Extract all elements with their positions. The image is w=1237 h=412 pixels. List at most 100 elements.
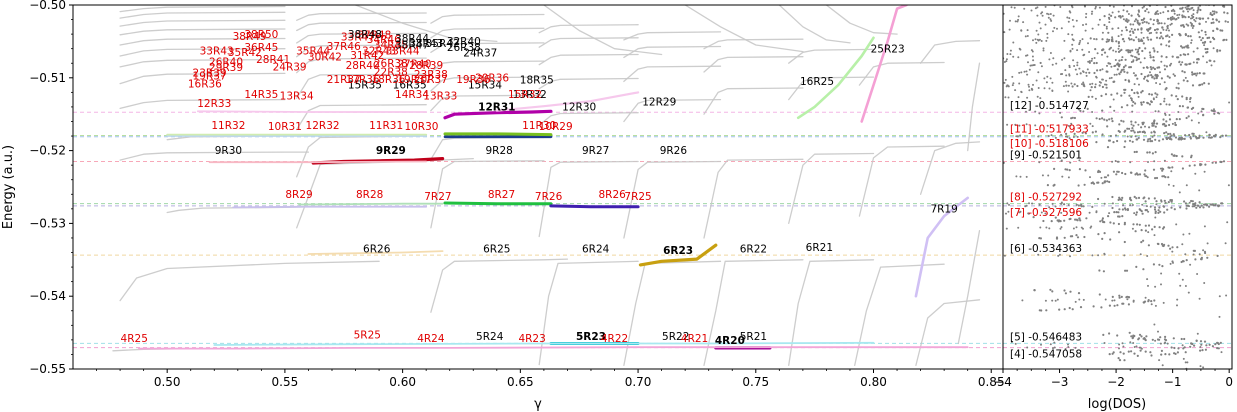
- dos-point: [1126, 135, 1129, 138]
- dos-point: [1143, 20, 1146, 23]
- dos-point: [1175, 223, 1178, 226]
- dos-point: [1210, 109, 1213, 112]
- series-line-12: [298, 202, 444, 206]
- dos-point: [1087, 95, 1090, 98]
- dos-point: [1057, 254, 1060, 257]
- series-line-27: [119, 98, 286, 110]
- dos-point: [1158, 226, 1161, 229]
- dos-point: [1050, 134, 1053, 137]
- dos-point: [1117, 198, 1120, 201]
- dos-point: [1026, 29, 1029, 32]
- dos-point: [1179, 54, 1182, 57]
- dos-point: [1145, 21, 1148, 24]
- dos-point: [1187, 10, 1189, 13]
- dos-point: [1153, 120, 1156, 123]
- dos-point: [1133, 346, 1136, 348]
- dos-point: [1139, 349, 1142, 352]
- dos-point: [1039, 97, 1042, 100]
- dos-point: [1144, 169, 1147, 172]
- dos-point: [1112, 222, 1115, 225]
- dos-point: [1135, 59, 1138, 62]
- dos-point: [1071, 43, 1074, 46]
- dos-point: [1006, 123, 1009, 126]
- dos-point: [1140, 31, 1143, 34]
- dos-point: [1123, 70, 1126, 73]
- series-line-39: [296, 73, 427, 99]
- state-label-3: 5R23: [576, 331, 606, 343]
- dos-point: [1198, 206, 1202, 209]
- dos-point: [1078, 43, 1081, 46]
- dos-point: [1142, 337, 1145, 340]
- dos-point: [1218, 204, 1221, 207]
- dos-point: [1189, 345, 1192, 348]
- dos-point: [1180, 24, 1183, 27]
- dos-point: [1168, 114, 1171, 116]
- dos-point: [1063, 289, 1066, 292]
- dos-point: [1171, 250, 1174, 253]
- dos-point: [1028, 202, 1030, 205]
- dos-point: [1147, 138, 1150, 141]
- dos-point: [1085, 217, 1088, 220]
- dos-point: [1214, 161, 1217, 164]
- dos-point: [1134, 48, 1137, 51]
- dos-point: [1129, 30, 1132, 33]
- dos-point: [1135, 172, 1138, 175]
- series-line-79: [915, 299, 981, 367]
- dos-point: [1131, 110, 1134, 113]
- dos-point: [1086, 107, 1089, 110]
- dos-point: [1154, 138, 1157, 141]
- dos-point: [1181, 61, 1184, 64]
- dos-point: [1200, 39, 1203, 42]
- dos-point: [1126, 208, 1129, 211]
- series-line-43: [296, 21, 427, 32]
- dos-point: [1152, 56, 1155, 59]
- dos-point: [1153, 134, 1156, 137]
- dos-point: [1012, 82, 1015, 85]
- dos-point: [1140, 72, 1143, 76]
- y-tick-label-0: −0.55: [29, 362, 66, 376]
- dos-point: [1118, 294, 1121, 297]
- dos-point: [1043, 87, 1046, 90]
- series-line-45: [430, 258, 569, 313]
- dos-point: [1156, 28, 1159, 31]
- series-line-53: [430, 13, 545, 24]
- dos-point: [1130, 27, 1133, 30]
- series-line-40: [296, 57, 427, 74]
- dos-point: [1201, 37, 1204, 40]
- dos-point: [1211, 36, 1215, 40]
- dos-level-label-5: [7] -0.527596: [1010, 207, 1082, 219]
- dos-level-label-2: [10] -0.518106: [1010, 138, 1089, 150]
- series-line-35: [119, 5, 286, 13]
- dos-point: [1068, 169, 1071, 172]
- dos-point: [1190, 41, 1193, 44]
- dos-point: [1223, 11, 1226, 14]
- dos-point: [1073, 65, 1076, 67]
- dos-point: [1067, 346, 1070, 348]
- dos-point: [1103, 15, 1106, 18]
- y-axis-label: Energy (a.u.): [1, 145, 16, 229]
- dos-point: [1182, 53, 1185, 56]
- state-label-31: 10R31: [268, 121, 302, 133]
- dos-point: [1144, 296, 1147, 299]
- dos-point: [1067, 343, 1069, 346]
- dos-point: [1133, 28, 1136, 31]
- dos-point: [1129, 97, 1132, 100]
- dos-point: [1192, 9, 1195, 12]
- dos-point: [1123, 221, 1126, 224]
- state-label-93: 38R43: [409, 38, 443, 50]
- dos-point: [1197, 31, 1200, 34]
- dos-point: [1152, 59, 1155, 62]
- dos-point: [1155, 82, 1158, 84]
- dos-point: [1159, 342, 1162, 345]
- dos-point: [1063, 57, 1066, 60]
- dos-point: [1014, 20, 1017, 23]
- dos-point: [1050, 19, 1053, 22]
- dos-point: [1105, 27, 1108, 30]
- dos-point: [1108, 13, 1111, 16]
- dos-point: [1123, 254, 1126, 257]
- state-label-86: 34R45: [374, 40, 408, 52]
- dos-point: [1054, 299, 1057, 302]
- dos-point: [1066, 16, 1069, 19]
- dos-point: [1161, 265, 1164, 268]
- dos-point: [1136, 223, 1139, 226]
